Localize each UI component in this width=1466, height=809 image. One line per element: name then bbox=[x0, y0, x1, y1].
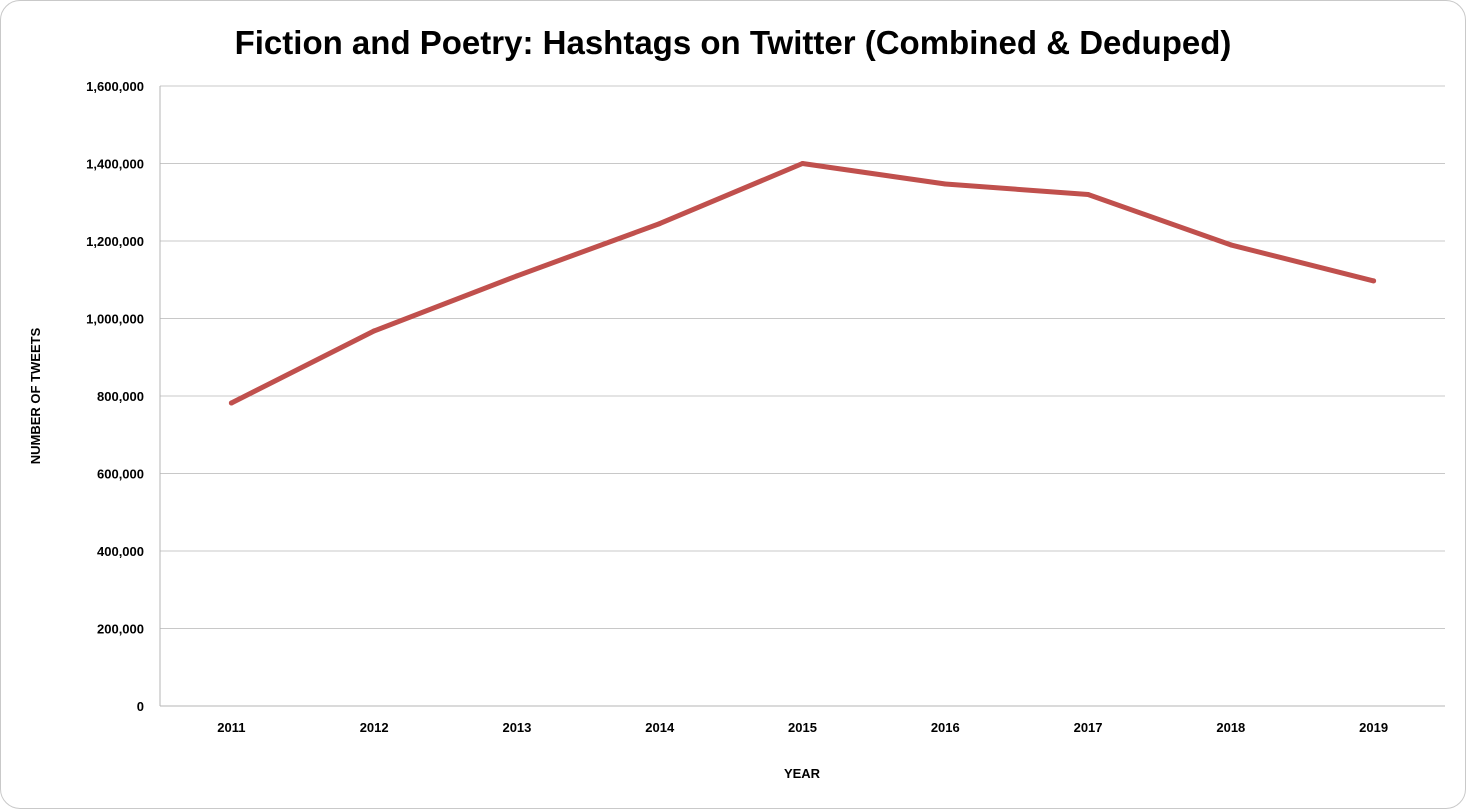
data-point bbox=[1228, 242, 1234, 248]
y-tick-label: 800,000 bbox=[97, 389, 144, 404]
data-point bbox=[657, 221, 663, 227]
y-tick-label: 1,000,000 bbox=[86, 312, 144, 327]
y-axis-title: NUMBER OF TWEETS bbox=[28, 327, 43, 464]
x-tick-label: 2011 bbox=[217, 720, 245, 735]
y-tick-label: 1,600,000 bbox=[86, 79, 144, 94]
y-tick-label: 600,000 bbox=[97, 467, 144, 482]
data-point bbox=[800, 161, 805, 166]
data-point bbox=[514, 273, 520, 279]
data-point bbox=[1085, 192, 1091, 197]
x-axis-ticks: 2011 2012 2013 2014 2015 2016 2017 2018 2019 bbox=[217, 720, 1388, 735]
gridlines bbox=[160, 85, 1445, 629]
series-layer bbox=[228, 161, 1377, 406]
data-point bbox=[371, 328, 377, 334]
x-tick-label: 2019 bbox=[1359, 720, 1388, 735]
chart-title: Fiction and Poetry: Hashtags on Twitter … bbox=[235, 24, 1232, 61]
x-axis-title: YEAR bbox=[784, 766, 821, 781]
x-tick-label: 2016 bbox=[931, 720, 960, 735]
data-point bbox=[228, 400, 234, 406]
series-line bbox=[228, 161, 1377, 406]
y-axis-ticks: 0 200,000 400,000 600,000 800,000 1,000,000 1,… bbox=[86, 79, 144, 714]
y-tick-label: 400,000 bbox=[97, 544, 144, 559]
x-tick-label: 2014 bbox=[645, 720, 675, 735]
axes bbox=[159, 86, 1445, 707]
y-tick-label: 1,200,000 bbox=[86, 234, 144, 249]
y-tick-label: 0 bbox=[137, 699, 144, 714]
x-tick-label: 2018 bbox=[1216, 720, 1245, 735]
x-tick-label: 2017 bbox=[1074, 720, 1103, 735]
x-tick-label: 2015 bbox=[788, 720, 817, 735]
data-point bbox=[942, 181, 948, 187]
data-point bbox=[1371, 278, 1377, 284]
y-tick-label: 1,400,000 bbox=[86, 157, 144, 172]
y-tick-label: 200,000 bbox=[97, 622, 144, 637]
x-tick-label: 2013 bbox=[502, 720, 531, 735]
x-tick-label: 2012 bbox=[360, 720, 389, 735]
